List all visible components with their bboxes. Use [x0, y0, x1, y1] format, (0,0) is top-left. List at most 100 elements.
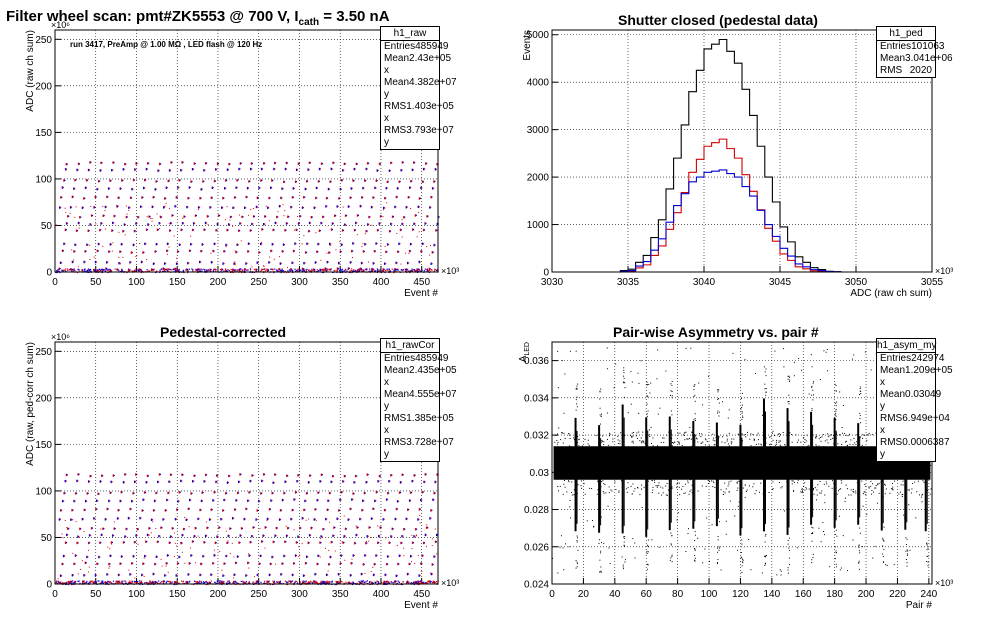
scatter-point [270, 249, 272, 253]
scatter-point [256, 261, 258, 264]
scatter-point [83, 197, 85, 200]
scatter-point [310, 474, 312, 477]
x-tick-label: 3040 [693, 277, 716, 288]
scatter-point [819, 437, 821, 439]
scatter-point [202, 243, 204, 245]
scatter-point [283, 215, 285, 217]
scatter-point [835, 385, 837, 387]
scatter-point [351, 268, 353, 270]
scatter-point [362, 250, 365, 253]
scatter-point [301, 206, 304, 209]
scatter-point [848, 433, 850, 435]
scatter-point [238, 167, 240, 171]
scatter-point [240, 162, 242, 164]
scatter-point [233, 577, 235, 579]
scatter-point [836, 535, 838, 537]
scatter-point [642, 431, 644, 433]
scatter-point [351, 250, 354, 252]
scatter-point [317, 554, 319, 558]
scatter-point [333, 162, 335, 164]
scatter-point [187, 261, 189, 265]
scatter-point [902, 493, 904, 495]
scatter-point [251, 266, 253, 268]
scatter-point [852, 488, 854, 490]
scatter-point [418, 206, 420, 208]
scatter-point [377, 525, 379, 527]
scatter-point [626, 491, 628, 493]
scatter-point [122, 168, 125, 171]
scatter-point [741, 412, 743, 414]
scatter-point [730, 443, 732, 445]
scatter-point [172, 581, 174, 583]
scatter-point [244, 268, 247, 270]
scatter-point [812, 399, 814, 401]
scatter-point [414, 581, 416, 583]
scatter-point [74, 563, 76, 565]
scatter-point [372, 268, 374, 270]
scatter-point [172, 268, 175, 270]
scatter-point [106, 507, 108, 511]
scatter-point [376, 580, 378, 582]
scatter-point [639, 440, 641, 442]
scatter-point [85, 187, 88, 189]
scatter-point [354, 270, 356, 272]
scatter-point [249, 268, 252, 270]
scatter-point [199, 270, 202, 272]
scatter-point [275, 222, 277, 224]
scatter-point [118, 270, 120, 272]
scatter-point [291, 196, 294, 199]
scatter-point [576, 541, 578, 543]
scatter-point [400, 229, 402, 231]
scatter-point [588, 444, 590, 446]
scatter-point [568, 546, 570, 548]
scatter-point [120, 490, 122, 494]
stats-key: Mean x [384, 53, 410, 76]
histogram-series-1 [552, 138, 932, 273]
scatter-point [98, 243, 100, 245]
scatter-point [199, 563, 201, 565]
scatter-point [279, 518, 282, 521]
scatter-point [239, 268, 242, 270]
scatter-point [608, 492, 610, 494]
scatter-point [772, 430, 774, 432]
scatter-point [131, 580, 134, 583]
y-tick-label: 250 [35, 35, 52, 46]
scatter-point [395, 206, 397, 208]
scatter-point [322, 582, 324, 584]
scatter-point [421, 562, 423, 565]
scatter-point [694, 548, 696, 550]
scatter-point [291, 261, 293, 265]
scatter-point [366, 481, 368, 483]
scatter-point [711, 480, 713, 482]
scatter-point [159, 582, 161, 584]
scatter-point [576, 387, 578, 389]
scatter-point [95, 581, 98, 583]
scatter-point [650, 426, 652, 428]
scatter-point [399, 228, 402, 232]
scatter-point [787, 378, 789, 380]
scatter-point [765, 375, 767, 377]
scatter-point [305, 582, 307, 584]
scatter-point [647, 551, 649, 553]
scatter-point [403, 269, 405, 271]
scatter-point [341, 244, 344, 246]
stats-key: Mean y [880, 389, 906, 412]
scatter-point [801, 491, 803, 493]
scatter-point [436, 222, 439, 226]
scatter-point [156, 213, 158, 215]
scatter-point [122, 229, 124, 233]
scatter-point [60, 206, 62, 209]
scatter-point [340, 554, 342, 557]
scatter-point [274, 268, 276, 270]
scatter-point [263, 265, 265, 267]
scatter-point [310, 215, 313, 219]
x-tick-label: 40 [609, 589, 621, 600]
scatter-point [342, 206, 344, 208]
scatter-point [121, 580, 123, 583]
scatter-point [342, 541, 344, 544]
scatter-point [204, 541, 206, 543]
scatter-point [749, 485, 751, 487]
scatter-point [379, 526, 381, 529]
scatter-point [224, 562, 226, 565]
scatter-point [379, 163, 382, 165]
